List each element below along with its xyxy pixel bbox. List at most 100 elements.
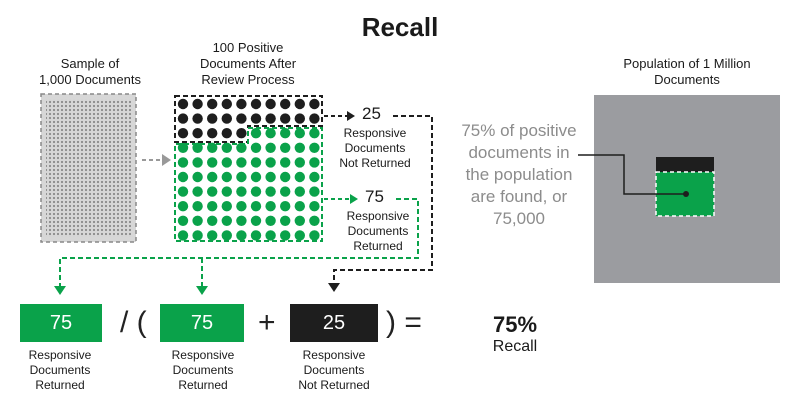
- not-returned-dot: [192, 98, 203, 110]
- not-returned-outline: [174, 95, 323, 143]
- not-returned-dot: [294, 113, 305, 124]
- formula-label-3-line1: Responsive: [302, 348, 366, 362]
- positives-caption-line1: 100 Positive: [212, 40, 284, 55]
- returned-outline: [174, 127, 323, 242]
- returned-dot: [250, 201, 262, 212]
- callout-line1: 75% of positive: [461, 121, 577, 140]
- returned-dot: [177, 157, 189, 168]
- returned-dot: [207, 157, 218, 168]
- not-returned-dot: [236, 113, 247, 124]
- sample-caption: Sample of 1,000 Documents: [30, 56, 150, 88]
- not-returned-connector: [333, 115, 433, 283]
- formula-label-3: Responsive Documents Not Returned: [274, 348, 394, 393]
- positive-dots-grid: [177, 98, 320, 241]
- population-caption: Population of 1 Million Documents: [594, 56, 780, 88]
- returned-dot: [236, 157, 247, 168]
- returned-dot: [265, 128, 276, 139]
- returned-dot: [265, 186, 276, 197]
- returned-dot: [309, 171, 320, 183]
- returned-dot: [221, 142, 232, 153]
- returned-dot: [192, 215, 203, 226]
- returned-connector-head-1: [54, 286, 66, 295]
- returned-dot: [177, 142, 189, 153]
- not-returned-label-line2: Documents: [344, 141, 406, 155]
- sample-dot-texture: [46, 99, 131, 237]
- returned-dot: [280, 230, 291, 241]
- population-not-returned-slice: [656, 157, 714, 173]
- returned-dot: [309, 157, 320, 168]
- not-returned-dot: [207, 113, 218, 124]
- returned-value: 75: [365, 187, 384, 206]
- formula-close-equals: ) =: [386, 306, 422, 339]
- callout-line4: are found, or: [470, 187, 568, 206]
- formula-label-3-line2: Documents: [303, 363, 365, 377]
- returned-dot: [177, 230, 189, 241]
- not-returned-dot: [280, 113, 291, 124]
- returned-dot: [192, 230, 203, 241]
- returned-dot: [177, 215, 189, 226]
- callout-dot: [683, 191, 689, 197]
- returned-dot: [309, 230, 320, 241]
- not-returned-dot: [221, 98, 232, 110]
- returned-connector-head-2: [196, 286, 208, 295]
- sample-arrowhead: [162, 154, 171, 166]
- returned-dot: [309, 186, 320, 197]
- callout-line3: the population: [465, 165, 573, 184]
- formula-term-returned-2: 75: [160, 304, 244, 342]
- returned-dot: [236, 230, 247, 241]
- returned-dot: [265, 215, 276, 226]
- returned-dot: [207, 215, 218, 226]
- returned-label-line1: Responsive: [346, 209, 410, 223]
- returned-dot: [250, 230, 262, 241]
- recall-label: Recall: [492, 338, 538, 355]
- formula-label-2-line3: Returned: [178, 378, 228, 392]
- page-title: Recall: [361, 12, 439, 42]
- sample-caption-line2: 1,000 Documents: [39, 72, 141, 87]
- not-returned-value: 25: [362, 104, 381, 123]
- returned-dot: [207, 142, 218, 153]
- returned-dot: [221, 230, 232, 241]
- returned-dot: [294, 215, 305, 226]
- callout-line: [578, 154, 686, 195]
- not-returned-dot: [177, 128, 189, 139]
- returned-dot: [280, 128, 291, 139]
- not-returned-dot: [294, 98, 305, 110]
- returned-dot: [192, 142, 203, 153]
- returned-dot: [221, 215, 232, 226]
- not-returned-label: Responsive Documents Not Returned: [330, 126, 420, 171]
- recall-percent: 75%: [492, 312, 538, 337]
- not-returned-dot: [177, 98, 189, 110]
- returned-dot: [265, 171, 276, 183]
- formula-divide-open: / (: [120, 306, 147, 339]
- returned-dot: [294, 186, 305, 197]
- not-returned-dot: [221, 128, 232, 139]
- returned-dot: [250, 157, 262, 168]
- returned-dot: [192, 171, 203, 183]
- returned-dot: [265, 201, 276, 212]
- not-returned-dot: [221, 113, 232, 124]
- returned-dot: [177, 171, 189, 183]
- not-returned-dot: [280, 98, 291, 110]
- not-returned-dot: [250, 113, 262, 124]
- returned-dot: [236, 186, 247, 197]
- returned-dot: [294, 171, 305, 183]
- not-returned-dot: [309, 98, 320, 110]
- formula-label-3-line3: Not Returned: [298, 378, 370, 392]
- positives-caption: 100 Positive Documents After Review Proc…: [178, 40, 318, 88]
- returned-dot: [236, 201, 247, 212]
- formula-label-1-line1: Responsive: [28, 348, 92, 362]
- sample-caption-line1: Sample of: [60, 56, 120, 71]
- not-returned-dot: [192, 113, 203, 124]
- not-returned-dot: [192, 128, 203, 139]
- returned-dot: [294, 128, 305, 139]
- formula-term-returned-1: 75: [20, 304, 102, 342]
- not-returned-arrowhead: [347, 111, 355, 121]
- returned-label: Responsive Documents Returned: [333, 209, 423, 254]
- not-returned-dot: [236, 98, 247, 110]
- formula-label-1-line3: Returned: [35, 378, 85, 392]
- returned-dot: [309, 201, 320, 212]
- returned-dot: [207, 171, 218, 183]
- callout-line2: documents in: [468, 143, 570, 162]
- returned-dot: [294, 201, 305, 212]
- returned-dot: [207, 201, 218, 212]
